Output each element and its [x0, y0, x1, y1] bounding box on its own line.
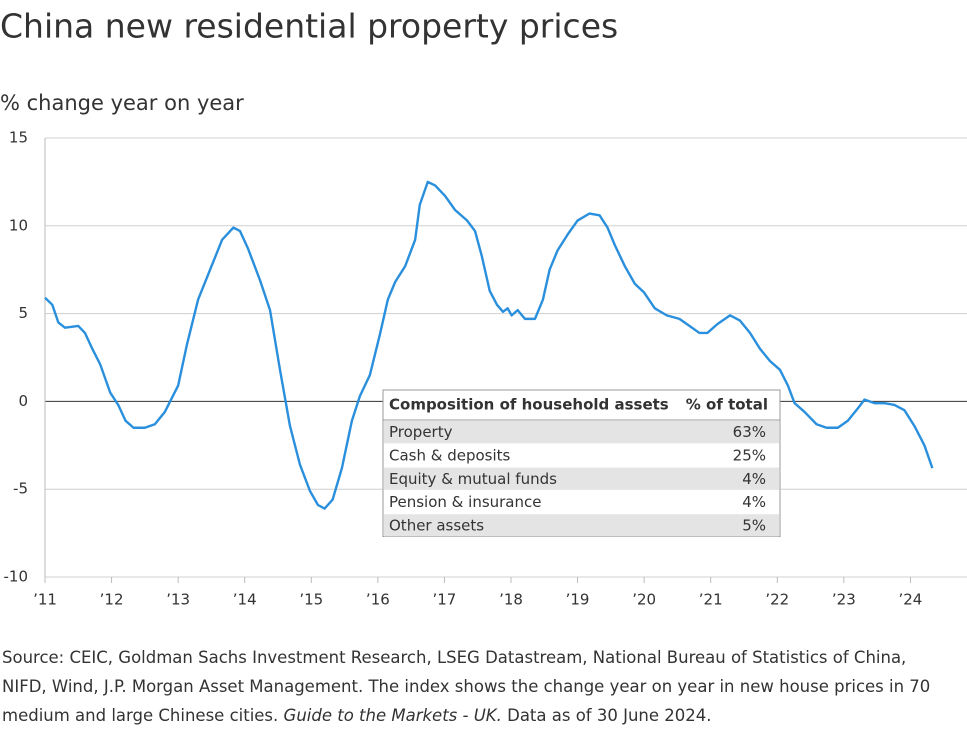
y-tick-label: 10	[9, 216, 28, 234]
table-cell: Other assets	[389, 516, 484, 534]
x-tick-label: ’20	[632, 591, 656, 609]
x-tick-label: ’23	[832, 591, 856, 609]
source-note: Source: CEIC, Goldman Sachs Investment R…	[2, 643, 947, 730]
y-tick-label: -5	[13, 480, 28, 498]
x-tick-label: ’15	[299, 591, 323, 609]
table-cell: Cash & deposits	[389, 446, 511, 464]
table-cell: 25%	[733, 446, 766, 464]
x-tick-label: ’14	[233, 591, 257, 609]
x-tick-label: ’17	[432, 591, 456, 609]
x-tick-label: ’13	[166, 591, 190, 609]
y-tick-label: 0	[18, 392, 28, 410]
x-tick-label: ’19	[566, 591, 590, 609]
y-tick-label: -10	[4, 568, 29, 586]
y-tick-label: 5	[18, 304, 28, 322]
table-header: Composition of household assets	[389, 396, 669, 414]
chart-subtitle: % change year on year	[0, 91, 244, 115]
table-cell: Pension & insurance	[389, 493, 541, 511]
table-cell: 4%	[742, 493, 766, 511]
source-date: Data as of 30 June 2024.	[507, 706, 712, 725]
y-tick-label: 15	[9, 129, 28, 147]
x-tick-label: ’24	[898, 591, 922, 609]
x-tick-label: ’21	[699, 591, 723, 609]
chart: China new residential property prices % …	[0, 7, 967, 609]
table-cell: Property	[389, 423, 453, 441]
table-row-bg	[384, 421, 779, 444]
table-cell: 4%	[742, 470, 766, 488]
x-tick-label: ’12	[100, 591, 124, 609]
x-tick-label: ’18	[499, 591, 523, 609]
table-cell: 5%	[742, 516, 766, 534]
table-header: % of total	[686, 396, 768, 414]
data-line	[44, 180, 934, 510]
x-tick-label: ’11	[33, 591, 57, 609]
chart-title: China new residential property prices	[0, 7, 618, 46]
x-tick-label: ’22	[765, 591, 789, 609]
table-cell: Equity & mutual funds	[389, 470, 557, 488]
source-text: Source: CEIC, Goldman Sachs Investment R…	[2, 648, 931, 725]
source-italic: Guide to the Markets - UK.	[283, 706, 502, 725]
table-cell: 63%	[733, 423, 766, 441]
table-row-bg	[384, 514, 779, 537]
table-box	[382, 389, 781, 537]
x-tick-label: ’16	[366, 591, 390, 609]
table-row-bg	[384, 467, 779, 490]
